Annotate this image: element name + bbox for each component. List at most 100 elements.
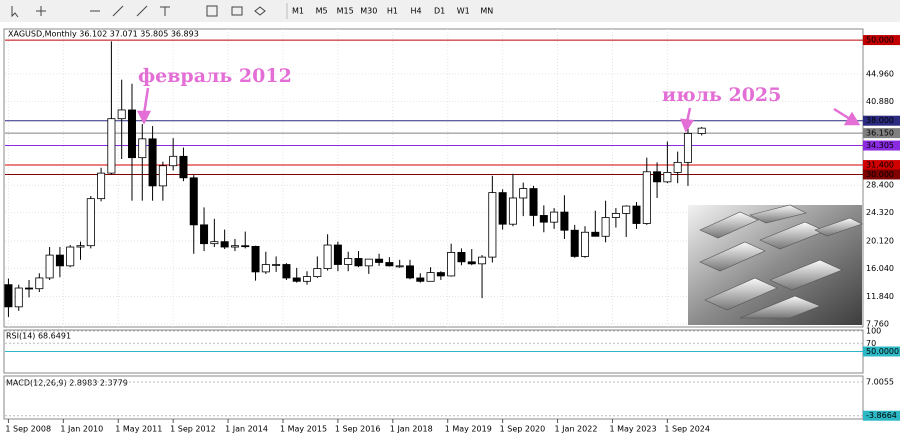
plot-layer <box>4 29 863 327</box>
candle-body <box>601 217 610 237</box>
candle-body <box>230 245 239 248</box>
timeframe-button[interactable]: M1 <box>292 7 304 16</box>
x-tick-label: 1 Sep 2016 <box>335 425 381 434</box>
candle-body <box>457 252 466 263</box>
rsi-title: RSI(14) 68.6491 <box>6 332 71 341</box>
level-label-bg <box>863 140 900 151</box>
candle-body <box>35 277 44 290</box>
y-tick-label: 16.040 <box>866 264 894 273</box>
x-tick-label: 1 May 2011 <box>115 425 162 434</box>
level-label-bg <box>863 410 900 421</box>
candle-body <box>220 241 229 248</box>
timeframe-button[interactable]: M15 <box>337 7 354 16</box>
candle-body <box>292 277 301 282</box>
x-tick-label: 1 Jan 2022 <box>555 425 598 434</box>
candle-body <box>189 177 198 226</box>
candle-body <box>138 138 147 159</box>
candle-body <box>45 254 54 279</box>
candle-body <box>697 127 706 134</box>
candle-body <box>508 197 517 225</box>
level-label: 36.150 <box>866 129 894 138</box>
candle-body <box>313 268 322 278</box>
timeframe-button[interactable]: H4 <box>410 7 421 16</box>
candle-body <box>148 138 157 187</box>
candle-body <box>55 254 64 267</box>
level-label-bg <box>863 128 900 139</box>
timeframe-button[interactable]: H1 <box>387 7 398 16</box>
candle-body <box>241 245 250 248</box>
level-label-bg <box>863 160 900 171</box>
candle-body <box>282 264 291 279</box>
level-label: 50.000 <box>866 36 894 45</box>
candle-body <box>210 241 219 245</box>
annotation: февраль 2012 <box>138 65 292 87</box>
candle-body <box>560 211 569 231</box>
symbol-header: XAGUSD,Monthly 36.102 37.071 35.805 36.8… <box>8 30 199 39</box>
y-tick-label: -3.8664 <box>866 411 897 420</box>
x-tick-label: 1 May 2023 <box>609 425 656 434</box>
candle-body <box>127 109 136 159</box>
candle-body <box>550 211 559 223</box>
level-label-bg <box>863 346 900 357</box>
timeframe-button[interactable]: D1 <box>434 7 445 16</box>
candle-body <box>169 155 178 167</box>
y-tick-label: 44.960 <box>866 69 894 78</box>
candle-body <box>405 265 414 279</box>
candle-body <box>179 155 188 179</box>
macd-pane <box>3 375 864 420</box>
candle-body <box>251 245 260 273</box>
candle-body <box>581 231 590 257</box>
candle-body <box>4 284 13 308</box>
level-label-bg <box>863 169 900 180</box>
candle-body <box>611 213 620 218</box>
y-tick-label: 7.760 <box>866 319 889 328</box>
candle-body <box>333 244 342 265</box>
candle-body <box>364 258 373 267</box>
timeframe-button[interactable]: MN <box>480 7 493 16</box>
x-tick-label: 1 May 2019 <box>445 425 492 434</box>
y-tick-label: 70 <box>866 339 876 348</box>
timeframe-button[interactable]: W1 <box>457 7 470 16</box>
candle-body <box>632 205 641 224</box>
candle-body <box>622 205 631 214</box>
toolbar-icons <box>11 5 266 18</box>
level-label: 34.305 <box>866 141 894 150</box>
timeframe-button[interactable]: M30 <box>360 7 377 16</box>
candle-body <box>478 256 487 265</box>
x-tick-label: 1 Sep 2008 <box>5 425 51 434</box>
level-label: 31.400 <box>866 161 894 170</box>
candle-body <box>529 188 538 216</box>
x-tick-label: 1 Sep 2020 <box>500 425 546 434</box>
level-label-bg <box>863 35 900 46</box>
candle-body <box>591 231 600 237</box>
candle-body <box>498 192 507 225</box>
candle-body <box>344 258 353 265</box>
candle-body <box>642 171 651 224</box>
candle-body <box>467 261 476 265</box>
candle-body <box>519 188 528 199</box>
candle-body <box>653 171 662 183</box>
candle-body <box>323 244 332 269</box>
timeframe-button[interactable]: M5 <box>316 7 328 16</box>
candle-body <box>117 109 126 120</box>
candle-body <box>673 161 682 173</box>
candle-body <box>200 224 209 245</box>
y-tick-label: 50.0000 <box>866 347 899 356</box>
candle-body <box>375 258 384 263</box>
candle-body <box>447 252 456 277</box>
candle-body <box>97 172 106 200</box>
toolbar <box>0 0 900 22</box>
x-tick-label: 1 Jan 2018 <box>390 425 433 434</box>
candle-body <box>303 276 312 282</box>
candle-body <box>395 265 404 268</box>
candle-body <box>261 264 270 273</box>
y-tick-label: 28.400 <box>866 181 894 190</box>
level-label-bg <box>863 115 900 126</box>
candle-body <box>76 245 85 248</box>
x-tick-label: 1 Sep 2024 <box>664 425 710 434</box>
y-tick-label: 20.120 <box>866 236 894 245</box>
candle-body <box>272 264 281 266</box>
x-tick-label: 1 Sep 2012 <box>170 425 216 434</box>
annotation: июль 2025 <box>662 84 781 106</box>
